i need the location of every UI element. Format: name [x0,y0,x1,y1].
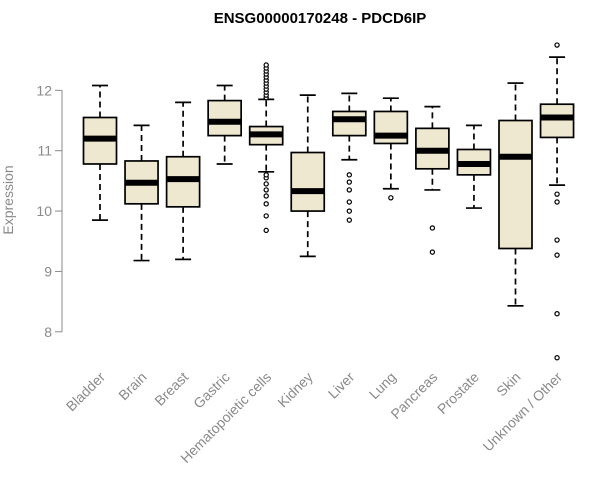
outlier-point-unknown-other-4 [555,200,559,204]
outlier-point-pancreas-0 [430,250,434,254]
outlier-point-pancreas-1 [430,226,434,230]
outlier-point-unknown-other-0 [555,356,559,360]
outlier-point-hematopoietic-cells-19 [264,63,268,67]
y-tick-label-10: 10 [36,203,52,219]
x-tick-label-skin: Skin [493,369,524,400]
box-unknown-other [541,43,574,360]
outlier-point-unknown-other-1 [555,312,559,316]
y-tick-label-8: 8 [44,324,52,340]
iqr-box-liver [333,111,366,135]
outlier-point-unknown-other-6 [555,43,559,47]
outlier-point-liver-2 [347,200,351,204]
x-tick-label-breast: Breast [151,369,191,409]
outlier-point-unknown-other-3 [555,238,559,242]
outlier-point-hematopoietic-cells-7 [264,173,268,177]
iqr-box-gastric [208,101,241,136]
iqr-box-unknown-other [541,104,574,137]
box-kidney [291,95,324,256]
y-tick-label-11: 11 [37,143,52,159]
iqr-box-kidney [291,153,324,212]
box-pancreas [416,107,449,255]
outlier-point-liver-0 [347,218,351,222]
box-prostate [457,125,490,208]
y-tick-label-12: 12 [36,82,52,98]
y-tick-label-9: 9 [44,263,52,279]
outlier-point-hematopoietic-cells-5 [264,182,268,186]
box-skin [499,83,532,306]
outlier-point-hematopoietic-cells-3 [264,194,268,198]
x-tick-label-bladder: Bladder [63,369,109,415]
x-tick-label-liver: Liver [325,369,358,402]
x-tick-label-brain: Brain [115,369,149,403]
y-axis: 8 9 10 11 12 [36,82,62,339]
outlier-point-lung-0 [389,196,393,200]
outlier-point-unknown-other-5 [555,192,559,196]
box-lung [374,98,407,200]
y-axis-label: Expression [0,165,16,234]
outlier-point-liver-3 [347,188,351,192]
outlier-point-hematopoietic-cells-4 [264,188,268,192]
box-breast [167,102,200,259]
x-tick-label-lung: Lung [366,369,399,402]
box-bladder [84,86,117,221]
outlier-point-liver-1 [347,209,351,213]
box-brain [125,125,158,260]
box-liver [333,93,366,222]
x-tick-label-unknown-other: Unknown / Other [480,369,566,455]
x-tick-label-prostate: Prostate [434,369,482,417]
outlier-point-liver-4 [347,180,351,184]
outlier-point-hematopoietic-cells-2 [264,202,268,206]
box-gastric [208,86,241,164]
x-tick-label-kidney: Kidney [274,369,316,411]
iqr-box-lung [374,111,407,143]
boxes-group [84,43,574,360]
box-hematopoietic-cells [250,63,283,233]
chart-title: ENSG00000170248 - PDCD6IP [214,10,427,27]
iqr-box-skin [499,121,532,249]
outlier-point-hematopoietic-cells-0 [264,228,268,232]
x-axis-labels: BladderBrainBreastGastricHematopoietic c… [63,369,566,466]
outlier-point-liver-5 [347,173,351,177]
outlier-point-hematopoietic-cells-1 [264,214,268,218]
outlier-point-unknown-other-2 [555,253,559,257]
